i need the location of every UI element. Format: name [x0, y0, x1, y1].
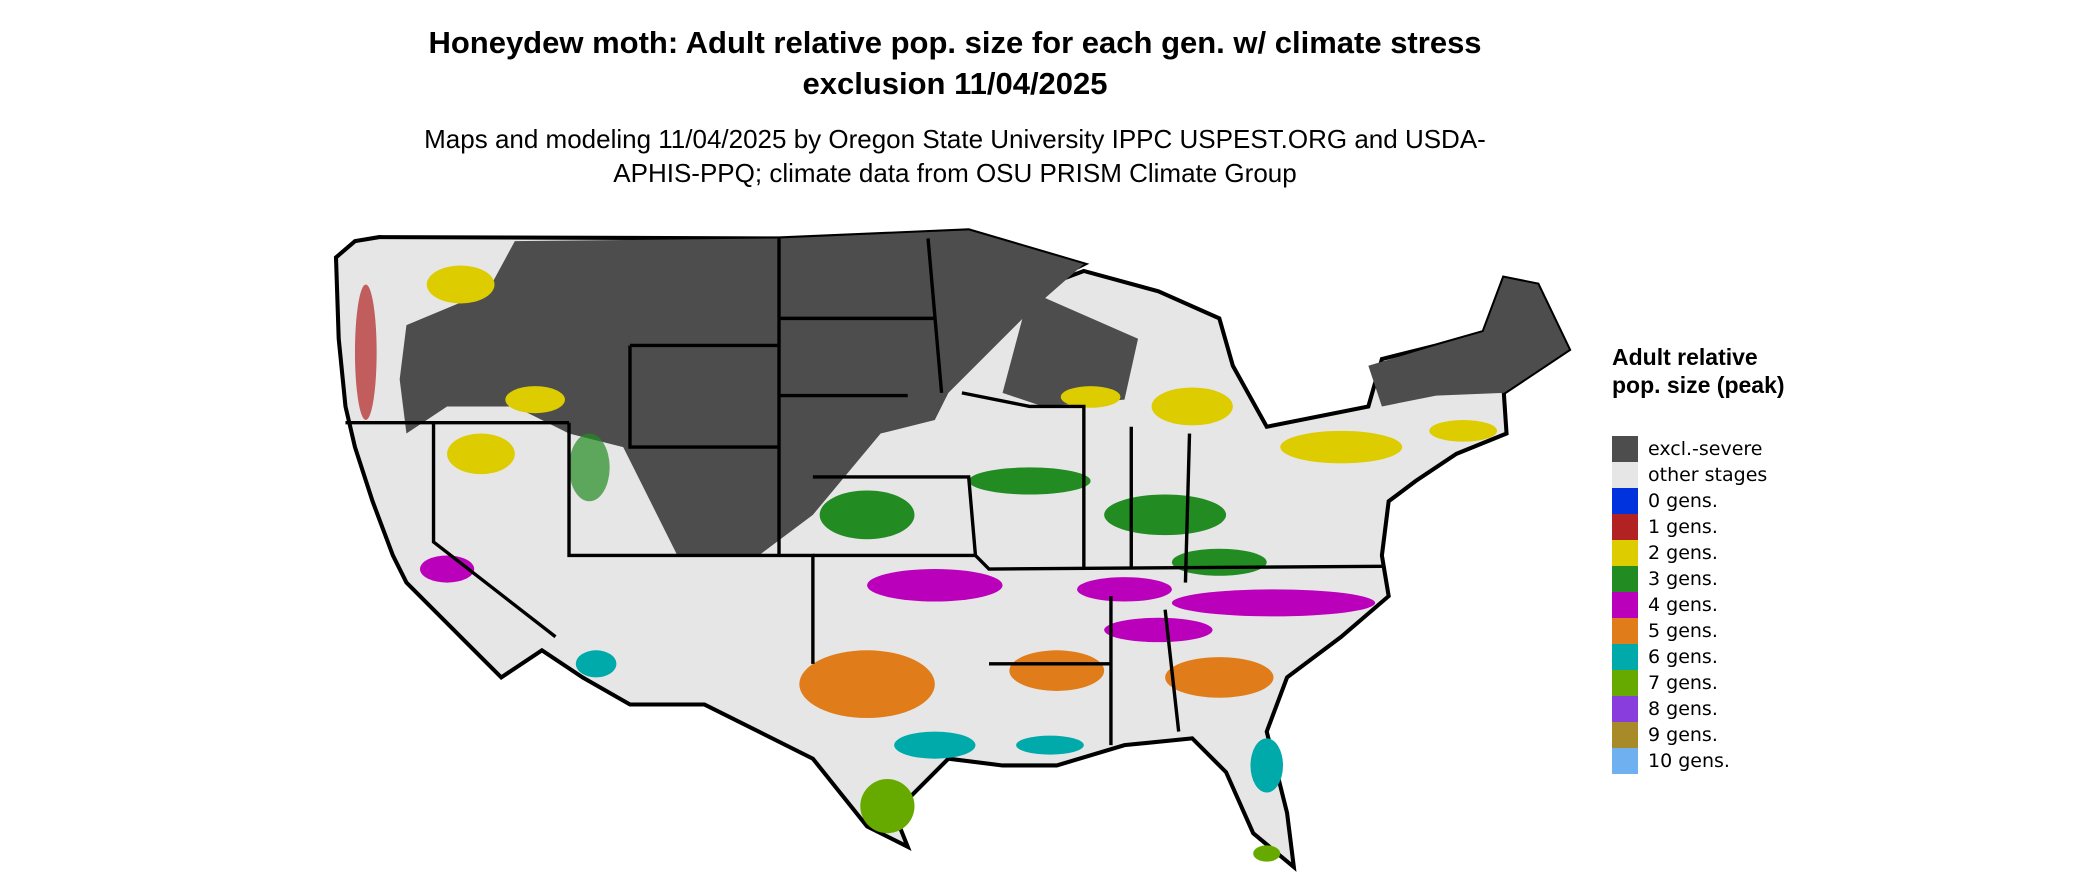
gen-patches [354, 265, 1498, 862]
legend-label: 0 gens. [1648, 490, 1718, 512]
map-subtitle: Maps and modeling 11/04/2025 by Oregon S… [424, 124, 1486, 188]
legend-swatch [1612, 462, 1638, 488]
excluded-region [1368, 277, 1569, 407]
legend-swatch [1612, 540, 1638, 566]
legend-swatch [1612, 514, 1638, 540]
state-borders [345, 238, 1382, 746]
legend-swatch [1612, 618, 1638, 644]
legend-swatch [1612, 488, 1638, 514]
legend-label: 5 gens. [1648, 620, 1718, 642]
legend-label: 4 gens. [1648, 594, 1718, 616]
legend-label: 2 gens. [1648, 542, 1718, 564]
excluded-region [1002, 291, 1139, 407]
legend-swatch [1612, 722, 1638, 748]
legend-swatch [1612, 670, 1638, 696]
legend-label: 10 gens. [1648, 750, 1730, 772]
legend-label: other stages [1648, 464, 1768, 486]
legend-swatch [1612, 696, 1638, 722]
legend-swatch [1612, 748, 1638, 774]
legend-swatch [1612, 566, 1638, 592]
legend-label: 6 gens. [1648, 646, 1718, 668]
excluded-region [399, 230, 1084, 556]
legend-swatch [1612, 592, 1638, 618]
legend-label: 3 gens. [1648, 568, 1718, 590]
map-title: Honeydew moth: Adult relative pop. size … [428, 25, 1482, 101]
legend-title: Adult relative pop. size (peak) [1612, 344, 1785, 398]
legend-label: 8 gens. [1648, 698, 1718, 720]
legend-label: 9 gens. [1648, 724, 1718, 746]
legend-label: 1 gens. [1648, 516, 1718, 538]
legend-label: excl.-severe [1648, 438, 1763, 460]
legend-swatch [1612, 436, 1638, 462]
legend-label: 7 gens. [1648, 672, 1718, 694]
legend-swatch [1612, 644, 1638, 670]
